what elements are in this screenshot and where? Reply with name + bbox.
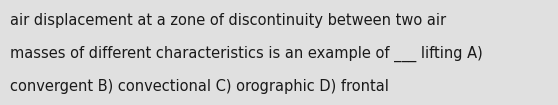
Text: convergent B) convectional C) orographic D) frontal: convergent B) convectional C) orographic…: [10, 79, 389, 94]
Text: air displacement at a zone of discontinuity between two air: air displacement at a zone of discontinu…: [10, 13, 446, 28]
Text: masses of different characteristics is an example of ___ lifting A): masses of different characteristics is a…: [10, 46, 483, 62]
